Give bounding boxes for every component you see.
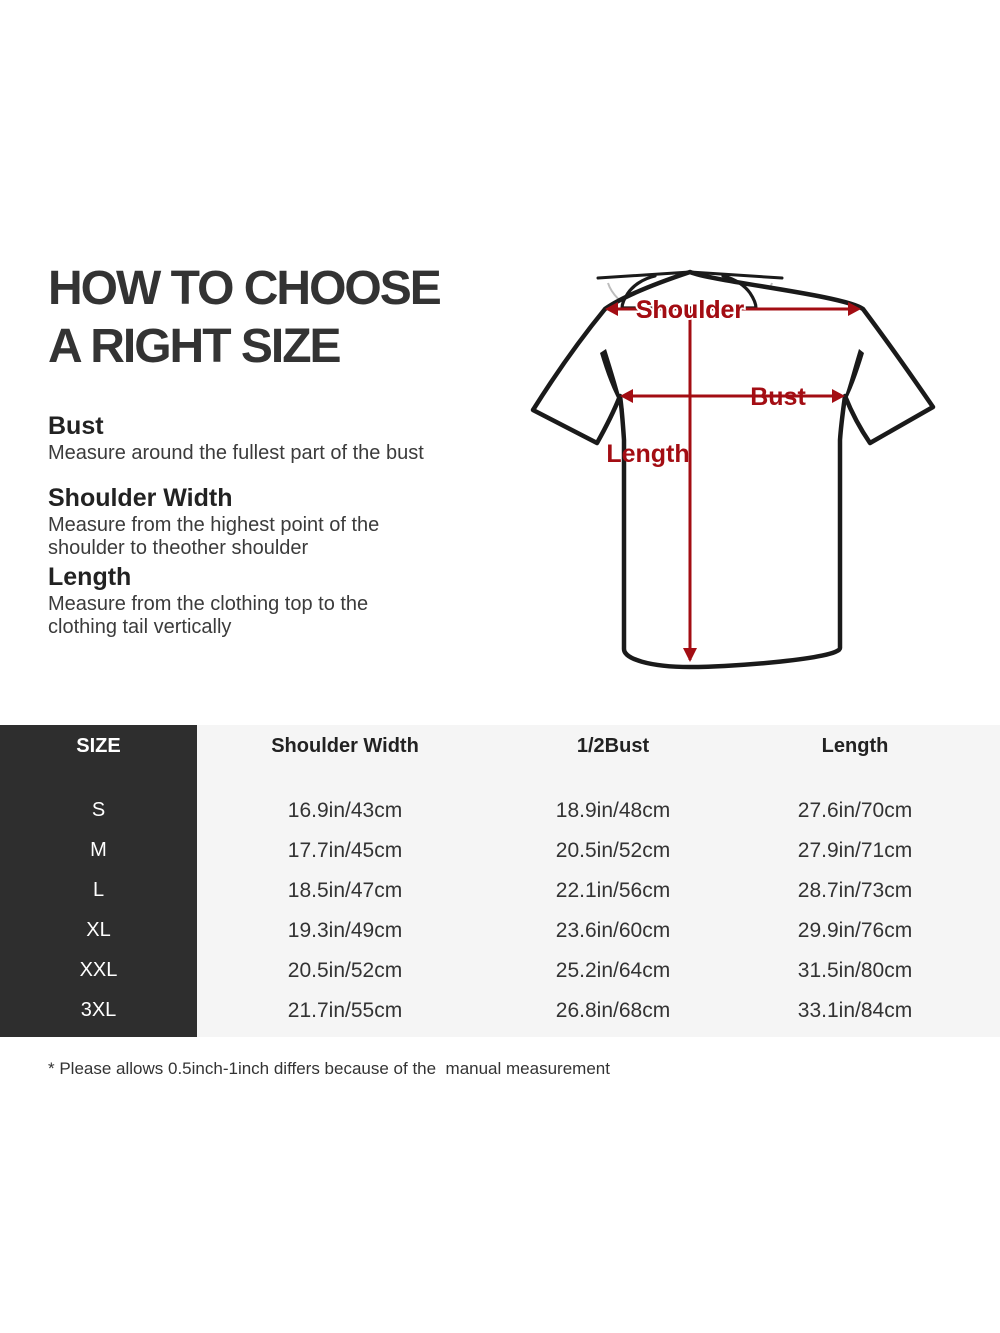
svg-text:Length: Length — [606, 440, 689, 468]
svg-text:Bust: Bust — [750, 383, 806, 411]
svg-text:Shoulder: Shoulder — [636, 296, 745, 324]
